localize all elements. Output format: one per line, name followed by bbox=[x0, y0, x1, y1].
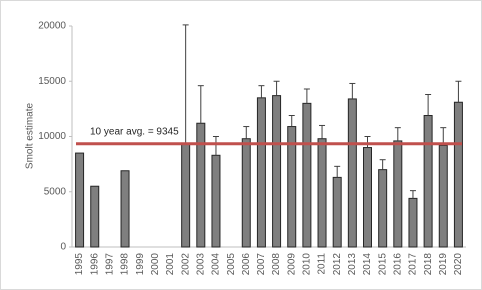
x-tick-label: 2020 bbox=[453, 253, 464, 276]
bar bbox=[75, 152, 85, 248]
x-tick-label: 1997 bbox=[105, 253, 116, 276]
bar bbox=[378, 169, 388, 248]
x-tick-label: 2012 bbox=[332, 253, 343, 276]
x-tick-label: 2017 bbox=[408, 253, 419, 276]
bar bbox=[272, 95, 282, 248]
x-tick-label: 2014 bbox=[362, 253, 373, 276]
x-tick-label: 2011 bbox=[317, 253, 328, 275]
x-tick-label: 1995 bbox=[74, 253, 85, 276]
x-tick-label: 2007 bbox=[256, 253, 267, 276]
bar bbox=[393, 140, 403, 248]
bar bbox=[332, 176, 342, 248]
x-tick-label: 1999 bbox=[135, 253, 146, 276]
reference-label: 10 year avg. = 9345 bbox=[90, 126, 179, 137]
y-tick-label: 10000 bbox=[38, 131, 66, 142]
bar bbox=[408, 197, 418, 248]
y-tick-label: 15000 bbox=[38, 76, 66, 87]
x-tick-label: 2003 bbox=[195, 253, 206, 276]
bar bbox=[317, 138, 327, 248]
bar bbox=[196, 122, 206, 248]
x-tick-label: 2001 bbox=[165, 253, 176, 276]
bar bbox=[241, 138, 251, 248]
x-tick-label: 2002 bbox=[180, 253, 191, 276]
bar bbox=[211, 154, 221, 248]
x-tick-label: 1996 bbox=[89, 253, 100, 276]
bar bbox=[423, 115, 433, 248]
bar bbox=[256, 97, 266, 248]
y-axis-title: Smolt estimate bbox=[25, 102, 36, 169]
bar bbox=[90, 185, 100, 248]
x-tick-label: 2005 bbox=[226, 253, 237, 276]
x-tick-label: 2010 bbox=[302, 253, 313, 276]
x-tick-label: 2008 bbox=[271, 253, 282, 276]
x-tick-label: 2013 bbox=[347, 253, 358, 276]
y-tick-label: 5000 bbox=[44, 186, 67, 197]
y-tick-label: 20000 bbox=[38, 21, 66, 32]
x-tick-label: 1998 bbox=[120, 253, 131, 276]
x-tick-label: 2019 bbox=[438, 253, 449, 276]
x-tick-label: 2009 bbox=[286, 253, 297, 276]
bar bbox=[453, 101, 463, 248]
bar bbox=[438, 144, 448, 248]
x-tick-label: 2004 bbox=[211, 253, 222, 276]
x-tick-label: 2018 bbox=[423, 253, 434, 276]
bar bbox=[363, 147, 372, 248]
x-tick-label: 2015 bbox=[377, 253, 388, 276]
x-tick-label: 2016 bbox=[392, 253, 403, 276]
x-tick-label: 2006 bbox=[241, 253, 252, 276]
bar bbox=[347, 98, 357, 248]
bar bbox=[302, 102, 312, 248]
x-tick-label: 2000 bbox=[150, 253, 161, 276]
bar bbox=[120, 170, 130, 248]
bar bbox=[181, 143, 191, 248]
y-tick-label: 0 bbox=[60, 242, 66, 253]
